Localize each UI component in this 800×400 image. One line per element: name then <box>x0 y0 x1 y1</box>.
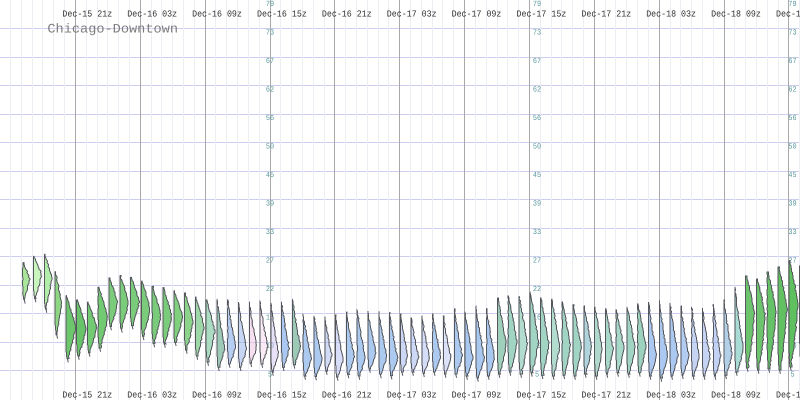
svg-text:67: 67 <box>533 57 541 66</box>
svg-text:Dec-16 21z: Dec-16 21z <box>322 390 372 400</box>
svg-text:79: 79 <box>266 0 274 9</box>
svg-text:50: 50 <box>266 143 274 152</box>
svg-text:39: 39 <box>788 200 796 209</box>
svg-text:22: 22 <box>533 285 541 294</box>
svg-text:73: 73 <box>266 29 274 38</box>
svg-text:Dec-17 21z: Dec-17 21z <box>581 9 631 20</box>
svg-text:33: 33 <box>266 228 274 237</box>
svg-text:10: 10 <box>266 342 274 351</box>
svg-text:45: 45 <box>533 171 541 180</box>
svg-text:56: 56 <box>788 114 796 123</box>
svg-text:79: 79 <box>788 0 796 9</box>
svg-text:45: 45 <box>788 171 796 180</box>
svg-text:56: 56 <box>266 114 274 123</box>
svg-text:5: 5 <box>790 371 794 380</box>
svg-text:56: 56 <box>533 114 541 123</box>
svg-text:Dec-16 03z: Dec-16 03z <box>127 390 177 400</box>
svg-text:Dec-18 09z: Dec-18 09z <box>711 390 761 400</box>
svg-text:73: 73 <box>533 29 541 38</box>
svg-text:Dec-18 09z: Dec-18 09z <box>711 9 761 20</box>
svg-text:5: 5 <box>268 371 272 380</box>
svg-text:27: 27 <box>533 257 541 266</box>
svg-text:16: 16 <box>266 314 274 323</box>
svg-text:67: 67 <box>266 57 274 66</box>
svg-text:5: 5 <box>535 371 539 380</box>
svg-text:Dec-16 09z: Dec-16 09z <box>192 390 242 400</box>
svg-text:Dec-17 09z: Dec-17 09z <box>452 9 502 20</box>
svg-text:79: 79 <box>533 0 541 9</box>
svg-text:Dec-17 03z: Dec-17 03z <box>387 9 437 20</box>
svg-text:Dec-18 15z: Dec-18 15z <box>776 9 800 20</box>
svg-text:33: 33 <box>788 228 796 237</box>
svg-text:22: 22 <box>266 285 274 294</box>
svg-text:Dec-17 21z: Dec-17 21z <box>581 390 631 400</box>
svg-text:Dec-18 03z: Dec-18 03z <box>646 390 696 400</box>
svg-text:Dec-17 15z: Dec-17 15z <box>517 390 567 400</box>
svg-text:45: 45 <box>266 171 274 180</box>
svg-text:Dec-15 21z: Dec-15 21z <box>62 9 112 20</box>
svg-text:50: 50 <box>788 143 796 152</box>
svg-text:67: 67 <box>788 57 796 66</box>
svg-text:27: 27 <box>788 257 796 266</box>
svg-text:Dec-16 03z: Dec-16 03z <box>127 9 177 20</box>
svg-text:Dec-16 09z: Dec-16 09z <box>192 9 242 20</box>
svg-text:33: 33 <box>533 228 541 237</box>
svg-text:Dec-16 15z: Dec-16 15z <box>257 390 307 400</box>
svg-text:Dec-18 15z: Dec-18 15z <box>776 390 800 400</box>
svg-text:73: 73 <box>788 29 796 38</box>
svg-text:39: 39 <box>533 200 541 209</box>
svg-text:62: 62 <box>533 86 541 95</box>
svg-text:Dec-17 15z: Dec-17 15z <box>517 9 567 20</box>
svg-text:Dec-16 15z: Dec-16 15z <box>257 9 307 20</box>
svg-text:Dec-17 03z: Dec-17 03z <box>387 390 437 400</box>
svg-text:62: 62 <box>788 86 796 95</box>
svg-text:Dec-16 21z: Dec-16 21z <box>322 9 372 20</box>
svg-text:Chicago-Downtown: Chicago-Downtown <box>47 22 178 37</box>
svg-text:27: 27 <box>266 257 274 266</box>
svg-text:16: 16 <box>533 314 541 323</box>
svg-text:Dec-18 03z: Dec-18 03z <box>646 9 696 20</box>
svg-text:62: 62 <box>266 86 274 95</box>
svg-text:Dec-17 09z: Dec-17 09z <box>452 390 502 400</box>
svg-text:50: 50 <box>533 143 541 152</box>
svg-text:39: 39 <box>266 200 274 209</box>
svg-text:Dec-15 21z: Dec-15 21z <box>62 390 112 400</box>
